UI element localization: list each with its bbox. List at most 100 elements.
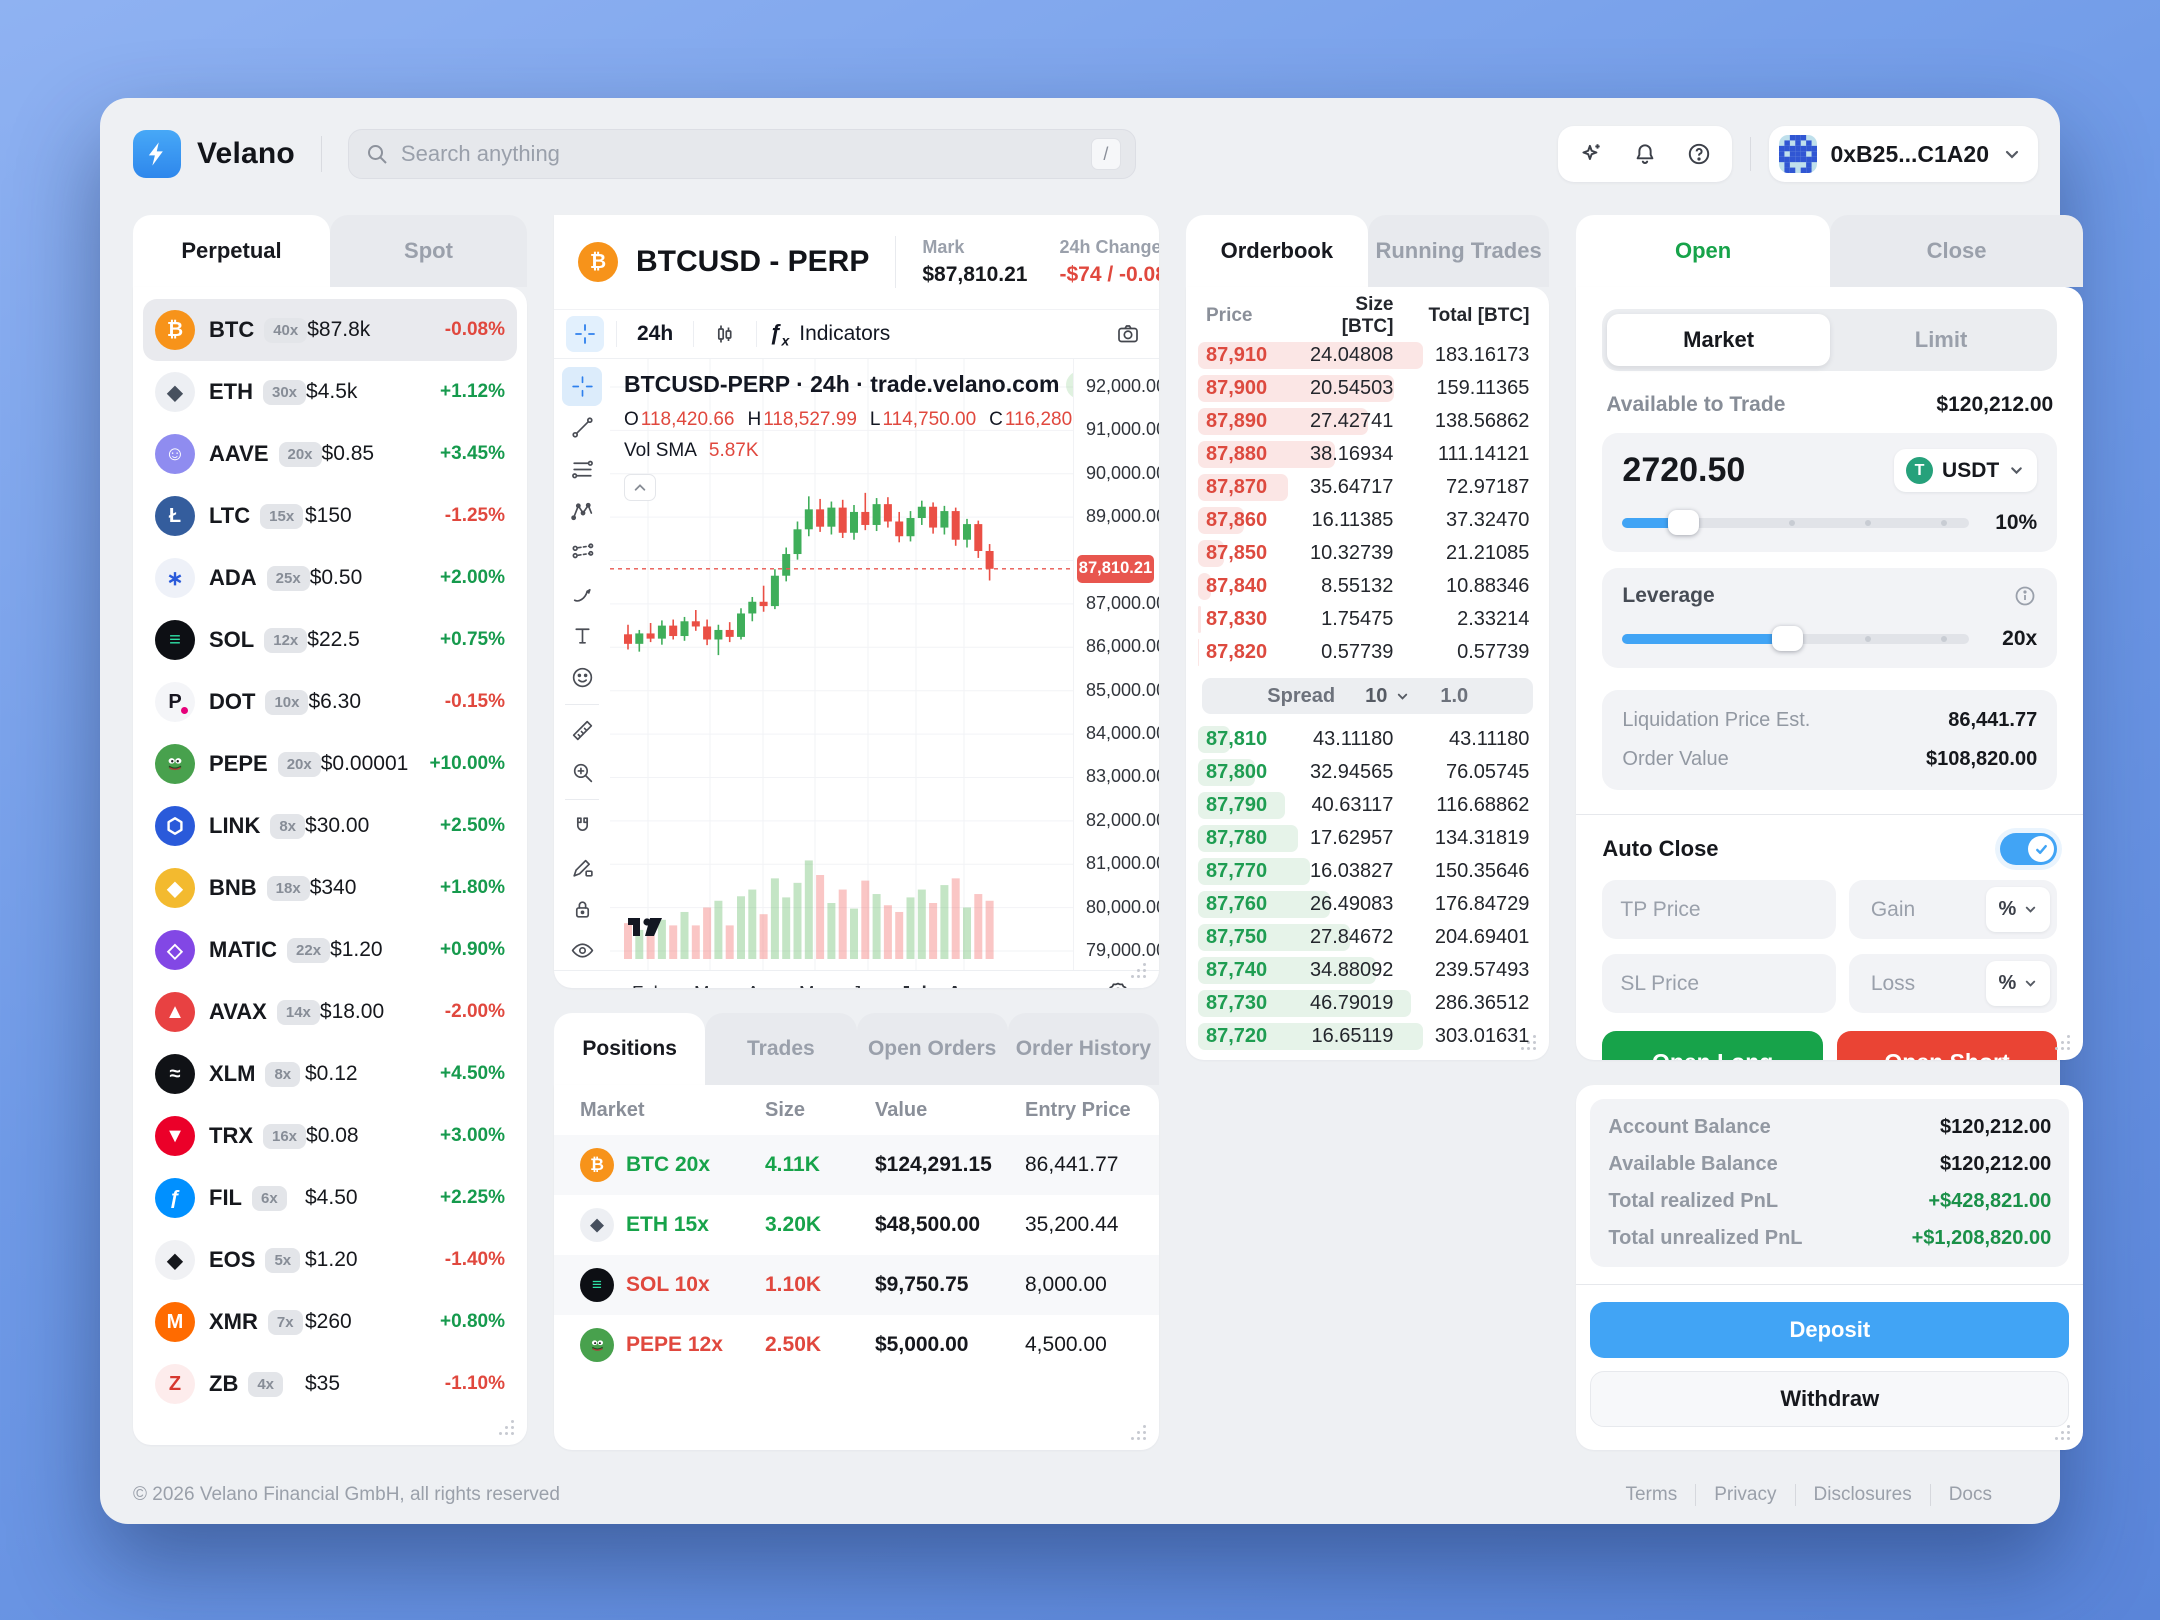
candle-style-button[interactable] xyxy=(706,316,744,352)
market-row-xmr[interactable]: M XMR 7x $260 +0.80% xyxy=(143,1291,517,1353)
lock-tool-button[interactable] xyxy=(562,890,602,929)
position-row-sol[interactable]: ≡SOL 10x1.10K$9,750.758,000.008,200.00-$… xyxy=(554,1255,1159,1315)
crosshair-tool-button[interactable] xyxy=(562,367,602,406)
leverage-slider[interactable] xyxy=(1622,625,1970,652)
bid-row[interactable]: 87,730 46.79019 286.36512 xyxy=(1186,987,1549,1020)
market-row-bnb[interactable]: ◆ BNB 18x $340 +1.80% xyxy=(143,857,517,919)
price-axis[interactable]: 92,000.00 91,000.00 90,000.00 89,000.00 87,0… xyxy=(1073,359,1159,970)
withdraw-button[interactable]: Withdraw xyxy=(1590,1371,2070,1427)
bid-row[interactable]: 87,810 43.11180 43.11180 xyxy=(1186,723,1549,756)
position-row-pepe[interactable]: PEPE 12x2.50K$5,000.004,500.004,750.00+$… xyxy=(554,1315,1159,1375)
text-tool-button[interactable] xyxy=(562,616,602,655)
ask-row[interactable]: 87,910 24.04808 183.16173 xyxy=(1186,339,1549,372)
draw-lock-tool-button[interactable] xyxy=(562,848,602,887)
spread-grouping-select[interactable]: 10 xyxy=(1365,685,1410,708)
market-row-fil[interactable]: ƒ FIL 6x $4.50 +2.25% xyxy=(143,1167,517,1229)
search-input[interactable] xyxy=(400,141,1091,167)
bid-row[interactable]: 87,740 34.88092 239.57493 xyxy=(1186,954,1549,987)
tab-perpetual[interactable]: Perpetual xyxy=(133,215,330,287)
footer-link-privacy[interactable]: Privacy xyxy=(1695,1484,1794,1506)
asset-select[interactable]: T USDT xyxy=(1894,449,2038,492)
leverage-slider-handle[interactable] xyxy=(1771,626,1803,651)
ask-row[interactable]: 87,850 10.32739 21.21085 xyxy=(1186,537,1549,570)
market-row-pepe[interactable]: PEPE 20x $0.00001 +10.00% xyxy=(143,733,517,795)
tab-orderbook[interactable]: Orderbook xyxy=(1186,215,1368,287)
position-row-btc[interactable]: ₿BTC 20x4.11K$124,291.1586,441.7787,810.… xyxy=(554,1135,1159,1195)
bid-row[interactable]: 87,800 32.94565 76.05745 xyxy=(1186,756,1549,789)
crosshair-mode-button[interactable] xyxy=(566,316,604,352)
screenshot-button[interactable] xyxy=(1109,316,1147,352)
tab-open[interactable]: Open xyxy=(1576,215,1830,287)
ruler-tool-button[interactable] xyxy=(562,712,602,751)
spread-row[interactable]: Spread 10 1.0 xyxy=(1202,678,1534,714)
market-row-trx[interactable]: ▼ TRX 16x $0.08 +3.00% xyxy=(143,1105,517,1167)
zoom-in-tool-button[interactable] xyxy=(562,753,602,792)
bid-row[interactable]: 87,780 17.62957 134.31819 xyxy=(1186,822,1549,855)
loss-input[interactable] xyxy=(1852,954,1987,1013)
market-row-ada[interactable]: ∗ ADA 25x $0.50 +2.00% xyxy=(143,547,517,609)
brush-tool-button[interactable] xyxy=(562,575,602,614)
tab-trades[interactable]: Trades xyxy=(705,1013,857,1085)
emoji-tool-button[interactable] xyxy=(562,658,602,697)
open-long-button[interactable]: Open Long xyxy=(1602,1031,1823,1060)
tab-spot[interactable]: Spot xyxy=(330,215,527,287)
xabcd-pattern-tool-button[interactable] xyxy=(562,492,602,531)
resize-grip[interactable] xyxy=(2055,1034,2071,1050)
market-row-avax[interactable]: ▲ AVAX 14x $18.00 -2.00% xyxy=(143,981,517,1043)
loss-unit-select[interactable]: % xyxy=(1986,961,2051,1006)
ask-row[interactable]: 87,900 20.54503 159.11365 xyxy=(1186,372,1549,405)
ask-row[interactable]: 87,820 0.57739 0.57739 xyxy=(1186,636,1549,669)
gain-unit-select[interactable]: % xyxy=(1986,887,2051,932)
amount-input[interactable]: 2720.50 xyxy=(1622,451,1746,489)
market-row-ltc[interactable]: Ł LTC 15x $150 -1.25% xyxy=(143,485,517,547)
bid-row[interactable]: 87,790 40.63117 116.68862 xyxy=(1186,789,1549,822)
sl-price-input[interactable] xyxy=(1602,954,1836,1013)
indicators-button[interactable]: ƒx Indicators xyxy=(769,319,891,349)
ask-row[interactable]: 87,870 35.64717 72.97187 xyxy=(1186,471,1549,504)
tp-price-input[interactable] xyxy=(1602,880,1836,939)
market-row-sol[interactable]: ≡ SOL 12x $22.5 +0.75% xyxy=(143,609,517,671)
resize-grip[interactable] xyxy=(1131,1424,1147,1440)
ask-row[interactable]: 87,840 8.55132 10.88346 xyxy=(1186,570,1549,603)
tab-open-orders[interactable]: Open Orders xyxy=(856,1013,1008,1085)
tab-close[interactable]: Close xyxy=(1829,215,2084,287)
eye-tool-button[interactable] xyxy=(562,931,602,970)
ask-row[interactable]: 87,860 16.11385 37.32470 xyxy=(1186,504,1549,537)
open-short-button[interactable]: Open Short xyxy=(1836,1031,2058,1060)
wallet-menu[interactable]: 0xB25...C1A20 xyxy=(1769,126,2038,182)
market-row-link[interactable]: LINK 8x $30.00 +2.50% xyxy=(143,795,517,857)
market-row-zb[interactable]: Z ZB 4x $35 -1.10% xyxy=(143,1353,517,1415)
horizontal-lines-tool-button[interactable] xyxy=(562,450,602,489)
bid-row[interactable]: 87,760 26.49083 176.84729 xyxy=(1186,888,1549,921)
amount-slider-handle[interactable] xyxy=(1667,510,1699,535)
footer-link-terms[interactable]: Terms xyxy=(1625,1484,1678,1505)
bid-row[interactable]: 87,720 16.65119 303.01631 xyxy=(1186,1020,1549,1053)
market-row-aave[interactable]: ☺ AAVE 20x $0.85 +3.45% xyxy=(143,423,517,485)
market-row-dot[interactable]: P DOT 10x $6.30 -0.15% xyxy=(143,671,517,733)
sparkles-button[interactable] xyxy=(1564,132,1618,176)
magnet-tool-button[interactable] xyxy=(562,807,602,846)
forecast-tool-button[interactable] xyxy=(562,533,602,572)
deposit-button[interactable]: Deposit xyxy=(1590,1302,2070,1358)
ask-row[interactable]: 87,830 1.75475 2.33214 xyxy=(1186,603,1549,636)
order-type-market[interactable]: Market xyxy=(1607,314,1830,366)
collapse-legend-button[interactable] xyxy=(624,474,656,501)
market-row-eos[interactable]: ◆ EOS 5x $1.20 -1.40% xyxy=(143,1229,517,1291)
footer-link-disclosures[interactable]: Disclosures xyxy=(1794,1484,1930,1506)
position-row-eth[interactable]: ◆ETH 15x3.20K$48,500.0035,200.4436,789.5… xyxy=(554,1195,1159,1255)
interval-button[interactable]: 24h xyxy=(637,322,674,345)
market-row-xlm[interactable]: ≈ XLM 8x $0.12 +4.50% xyxy=(143,1043,517,1105)
ask-row[interactable]: 87,890 27.42741 138.56862 xyxy=(1186,405,1549,438)
help-button[interactable] xyxy=(1672,132,1726,176)
ask-row[interactable]: 87,880 38.16934 111.14121 xyxy=(1186,438,1549,471)
bid-row[interactable]: 87,750 27.84672 204.69401 xyxy=(1186,921,1549,954)
axis-settings-button[interactable] xyxy=(1105,979,1131,988)
tab-positions[interactable]: Positions xyxy=(554,1013,706,1085)
resize-grip[interactable] xyxy=(499,1419,515,1435)
bid-row[interactable]: 87,770 16.03827 150.35646 xyxy=(1186,855,1549,888)
tab-order-history[interactable]: Order History xyxy=(1007,1013,1159,1085)
amount-slider[interactable] xyxy=(1622,509,1970,536)
tab-running-trades[interactable]: Running Trades xyxy=(1367,215,1550,287)
market-row-btc[interactable]: ₿ BTC 40x $87.8k -0.08% xyxy=(143,299,517,361)
time-axis[interactable]: Feb Mar Apr May Jun Jul Aug xyxy=(554,970,1159,988)
